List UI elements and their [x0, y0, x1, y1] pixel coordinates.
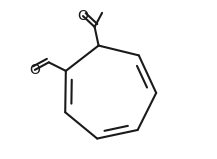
Text: O: O [77, 9, 88, 23]
Text: O: O [29, 63, 40, 77]
